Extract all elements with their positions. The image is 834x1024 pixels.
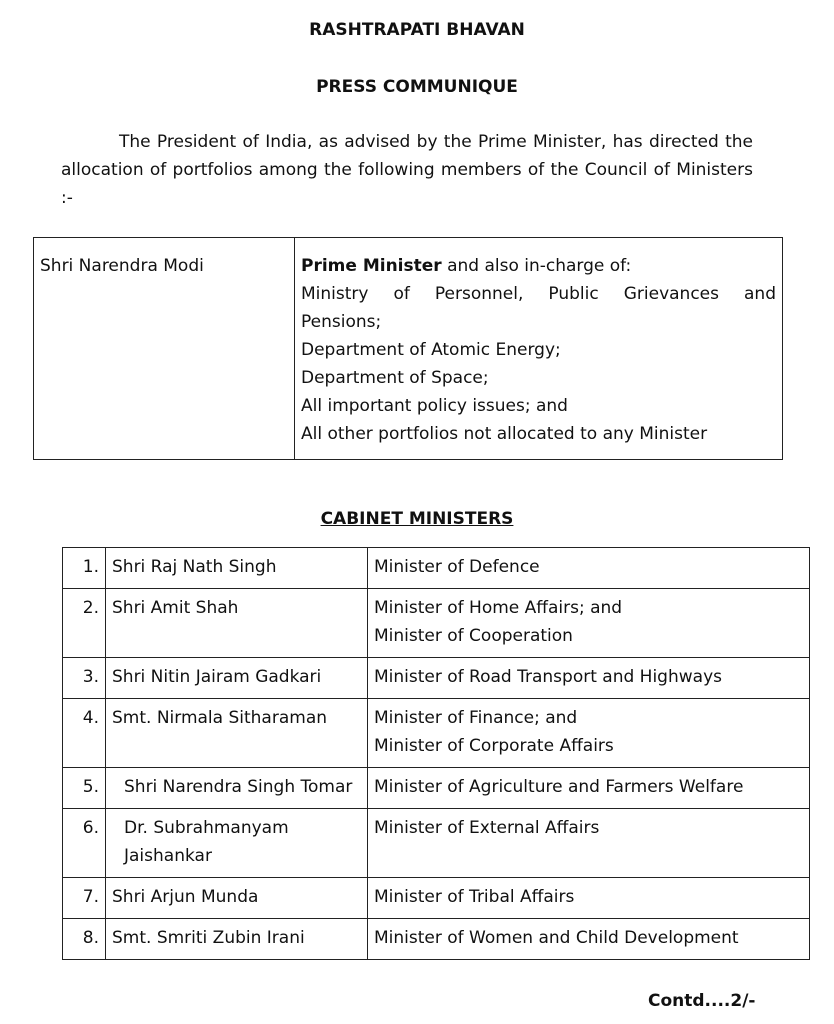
minister-name: Smt. Smriti Zubin Irani [105,918,368,960]
table-row: 7. Shri Arjun Munda Minister of Tribal Aff… [62,877,810,919]
minister-name: Shri Raj Nath Singh [105,547,368,589]
pm-name: Shri Narendra Modi [33,237,295,460]
document-title: RASHTRAPATI BHAVAN [309,20,525,40]
intro-paragraph: The President of India, as advised by th… [61,132,753,208]
row-number: 3. [62,657,106,699]
row-number: 5. [62,767,106,809]
row-number: 7. [62,877,106,919]
row-number: 1. [62,547,106,589]
table-row: 5. Shri Narendra Singh Tomar Minister of A… [62,767,810,809]
minister-portfolio: Minister of Road Transport and Highways [367,657,810,699]
row-number: 4. [62,698,106,768]
minister-portfolio: Minister of Home Affairs; and Minister of… [367,588,810,658]
minister-name: Shri Amit Shah [105,588,368,658]
minister-portfolio: Minister of External Affairs [367,808,810,878]
cabinet-heading: CABINET MINISTERS [320,509,514,529]
minister-portfolio: Minister of Defence [367,547,810,589]
continued-note: Contd....2/- [648,991,756,1011]
table-row: 4. Smt. Nirmala Sitharaman Minister of Fin… [62,698,810,768]
table-row: 6. Dr. Subrahmanyam Jaishankar Minister of… [62,808,810,878]
row-number: 6. [62,808,106,878]
row-number: 8. [62,918,106,960]
minister-name: Smt. Nirmala Sitharaman [105,698,368,768]
row-number: 2. [62,588,106,658]
minister-name: Shri Narendra Singh Tomar [105,767,368,809]
minister-name: Shri Nitin Jairam Gadkari [105,657,368,699]
minister-name: Dr. Subrahmanyam Jaishankar [105,808,368,878]
minister-portfolio: Minister of Tribal Affairs [367,877,810,919]
prime-minister-table: Shri Narendra Modi Prime Minister and al… [33,237,783,460]
table-row: 2. Shri Amit Shah Minister of Home Affairs… [62,588,810,658]
cabinet-ministers-table: 1. Shri Raj Nath Singh Minister of Defence… [62,547,810,960]
document-subtitle: PRESS COMMUNIQUE [316,77,518,97]
table-row: 8. Smt. Smriti Zubin Irani Minister of Wom… [62,918,810,960]
pm-portfolios: Prime Minister and also in-charge of: Mi… [294,237,783,460]
table-row: 1. Shri Raj Nath Singh Minister of Defence [62,547,810,589]
minister-name: Shri Arjun Munda [105,877,368,919]
minister-portfolio: Minister of Finance; and Minister of Corp… [367,698,810,768]
table-row: Shri Narendra Modi Prime Minister and al… [33,237,783,460]
minister-portfolio: Minister of Agriculture and Farmers Welf… [367,767,810,809]
table-row: 3. Shri Nitin Jairam Gadkari Minister of R… [62,657,810,699]
minister-portfolio: Minister of Women and Child Development [367,918,810,960]
